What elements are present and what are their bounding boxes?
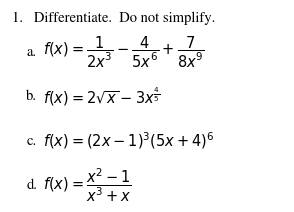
Text: c.: c. <box>26 134 36 148</box>
Text: b.: b. <box>26 90 37 103</box>
Text: $f(x) = \dfrac{1}{2x^3} - \dfrac{4}{5x^6} + \dfrac{7}{8x^9}$: $f(x) = \dfrac{1}{2x^3} - \dfrac{4}{5x^6… <box>43 34 204 70</box>
Text: a.: a. <box>26 45 36 59</box>
Text: d.: d. <box>26 179 37 192</box>
Text: $f(x) = (2x - 1)^3(5x + 4)^6$: $f(x) = (2x - 1)^3(5x + 4)^6$ <box>43 131 214 151</box>
Text: $f(x) = 2\sqrt{x} - 3x^{\frac{4}{5}}$: $f(x) = 2\sqrt{x} - 3x^{\frac{4}{5}}$ <box>43 85 160 108</box>
Text: 1.   Differentiate.  Do not simplify.: 1. Differentiate. Do not simplify. <box>12 12 215 25</box>
Text: $f(x) = \dfrac{x^2-1}{x^3+x}$: $f(x) = \dfrac{x^2-1}{x^3+x}$ <box>43 166 131 205</box>
